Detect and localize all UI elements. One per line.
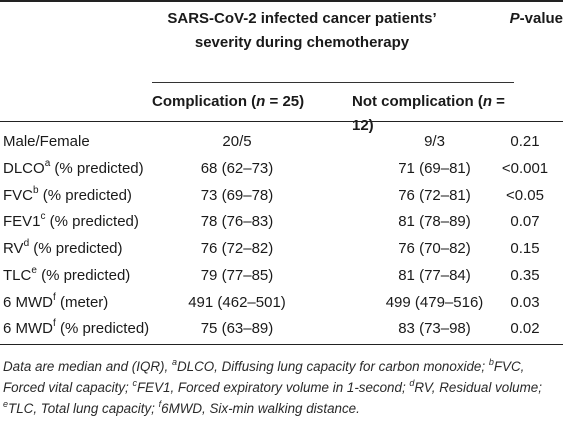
not-complication-value: 71 (69–81): [398, 160, 471, 177]
table-row: RVd (% predicted) 76 (72–82) 76 (70–82) …: [0, 236, 563, 262]
not-complication-value: 499 (479–516): [385, 294, 484, 311]
row-label: RVd (% predicted): [3, 236, 123, 262]
complication-value: 76 (72–82): [200, 240, 274, 257]
row-label: 6 MWDf (% predicted): [3, 316, 149, 342]
complication-value: 491 (462–501): [188, 294, 286, 311]
table-row: TLCe (% predicted) 79 (77–85) 81 (77–84)…: [0, 263, 563, 289]
row-label-unit: (% predicted): [50, 160, 144, 177]
footnote-sup: b: [488, 356, 494, 367]
footnote-text: Data are median and (IQR),: [3, 359, 172, 374]
complication-value: 78 (76–83): [200, 213, 274, 230]
footnote-text: DLCO, Diffusing lung capacity for carbon…: [176, 359, 489, 374]
row-label-text: FEV1: [3, 213, 41, 230]
row-label-unit: (% predicted): [45, 213, 139, 230]
p-value: 0.02: [510, 320, 540, 337]
row-label-sup: e: [31, 265, 37, 276]
table-bottom-rule: [0, 344, 563, 345]
complication-value: 68 (62–73): [200, 160, 274, 177]
not-complication-header-n: n: [482, 93, 493, 110]
complication-value: 75 (63–89): [200, 320, 274, 337]
row-label-text: RV: [3, 240, 24, 257]
row-label: DLCOa (% predicted): [3, 156, 144, 182]
row-label: Male/Female: [3, 129, 90, 155]
p-value: 0.15: [510, 240, 540, 257]
not-complication-value: 81 (78–89): [398, 213, 471, 230]
header-bottom-rule: [0, 121, 563, 122]
row-label: 6 MWDf (meter): [3, 290, 108, 316]
complication-header-suffix: = 25): [265, 93, 305, 110]
table-row: Male/Female 20/5 9/3 0.21: [0, 129, 563, 155]
row-label-sup: f: [53, 318, 56, 329]
complication-header-prefix: Complication (: [152, 93, 257, 110]
complication-header: Complication (n = 25): [152, 90, 362, 114]
row-label-text: DLCO: [3, 160, 45, 177]
table-footnote: Data are median and (IQR), aDLCO, Diffus…: [3, 356, 559, 419]
table-row: 6 MWDf (% predicted) 75 (63–89) 83 (73–9…: [0, 316, 563, 342]
row-label-unit: (meter): [55, 294, 109, 311]
p-value-header-rest: -value: [519, 10, 563, 27]
p-value: 0.03: [510, 294, 540, 311]
not-complication-value: 81 (77–84): [398, 267, 471, 284]
not-complication-header-prefix: Not complication (: [352, 93, 483, 110]
p-value: 0.07: [510, 213, 540, 230]
row-label-unit: (% predicted): [29, 240, 123, 257]
table-top-rule: [0, 0, 563, 2]
footnote-sup: f: [158, 398, 162, 409]
complication-value: 73 (69–78): [200, 187, 274, 204]
row-label-sup: a: [44, 158, 51, 169]
not-complication-value: 76 (70–82): [398, 240, 471, 257]
group-header-underline: [152, 82, 514, 83]
row-label-text: TLC: [3, 267, 32, 284]
footnote-sup: a: [171, 356, 177, 367]
table-row: 6 MWDf (meter) 491 (462–501) 499 (479–51…: [0, 290, 563, 316]
not-complication-value: 83 (73–98): [398, 320, 471, 337]
row-label: TLCe (% predicted): [3, 263, 130, 289]
p-value: 0.35: [510, 267, 540, 284]
row-label-unit: (% predicted): [36, 267, 131, 284]
p-value: 0.21: [510, 133, 540, 150]
footnote-sup: c: [132, 377, 138, 388]
row-label-sup: f: [53, 292, 56, 303]
row-label: FVCb (% predicted): [3, 183, 132, 209]
row-label-unit: (% predicted): [38, 187, 132, 204]
row-label: FEV1c (% predicted): [3, 209, 139, 235]
footnote-sup: d: [409, 377, 415, 388]
row-label-text: 6 MWD: [3, 320, 53, 337]
p-value: <0.001: [501, 160, 549, 177]
row-label-unit: (% predicted): [55, 320, 150, 337]
row-label-text: 6 MWD: [3, 294, 53, 311]
footnote-text: FEV1, Forced expiratory volume in 1-seco…: [137, 380, 410, 395]
table-row: DLCOa (% predicted) 68 (62–73) 71 (69–81…: [0, 156, 563, 182]
row-label-sup: b: [33, 185, 39, 196]
p-value-header-italic: P: [509, 10, 520, 27]
p-value: <0.05: [506, 187, 544, 204]
row-label-text: Male/Female: [3, 133, 90, 150]
complication-header-n: n: [256, 93, 266, 110]
not-complication-value: 9/3: [424, 133, 445, 150]
footnote-text: FVC, Forced vital capacity;: [3, 359, 525, 395]
footnote-text: TLC, Total lung capacity;: [8, 401, 159, 416]
p-value-header: P-value: [490, 7, 563, 31]
complication-value: 79 (77–85): [200, 267, 274, 284]
row-label-sup: d: [23, 238, 30, 249]
footnote-sup: e: [3, 398, 9, 409]
footnote-text: RV, Residual volume;: [414, 380, 542, 395]
group-header: SARS-CoV-2 infected cancer patients’ sev…: [167, 10, 437, 51]
row-label-text: FVC: [3, 187, 33, 204]
row-label-sup: c: [40, 211, 46, 222]
table-row: FEV1c (% predicted) 78 (76–83) 81 (78–89…: [0, 209, 563, 235]
footnote-text: 6MWD, Six-min walking distance.: [161, 401, 360, 416]
table-row: FVCb (% predicted) 73 (69–78) 76 (72–81)…: [0, 183, 563, 209]
complication-value: 20/5: [222, 133, 252, 150]
not-complication-value: 76 (72–81): [398, 187, 471, 204]
